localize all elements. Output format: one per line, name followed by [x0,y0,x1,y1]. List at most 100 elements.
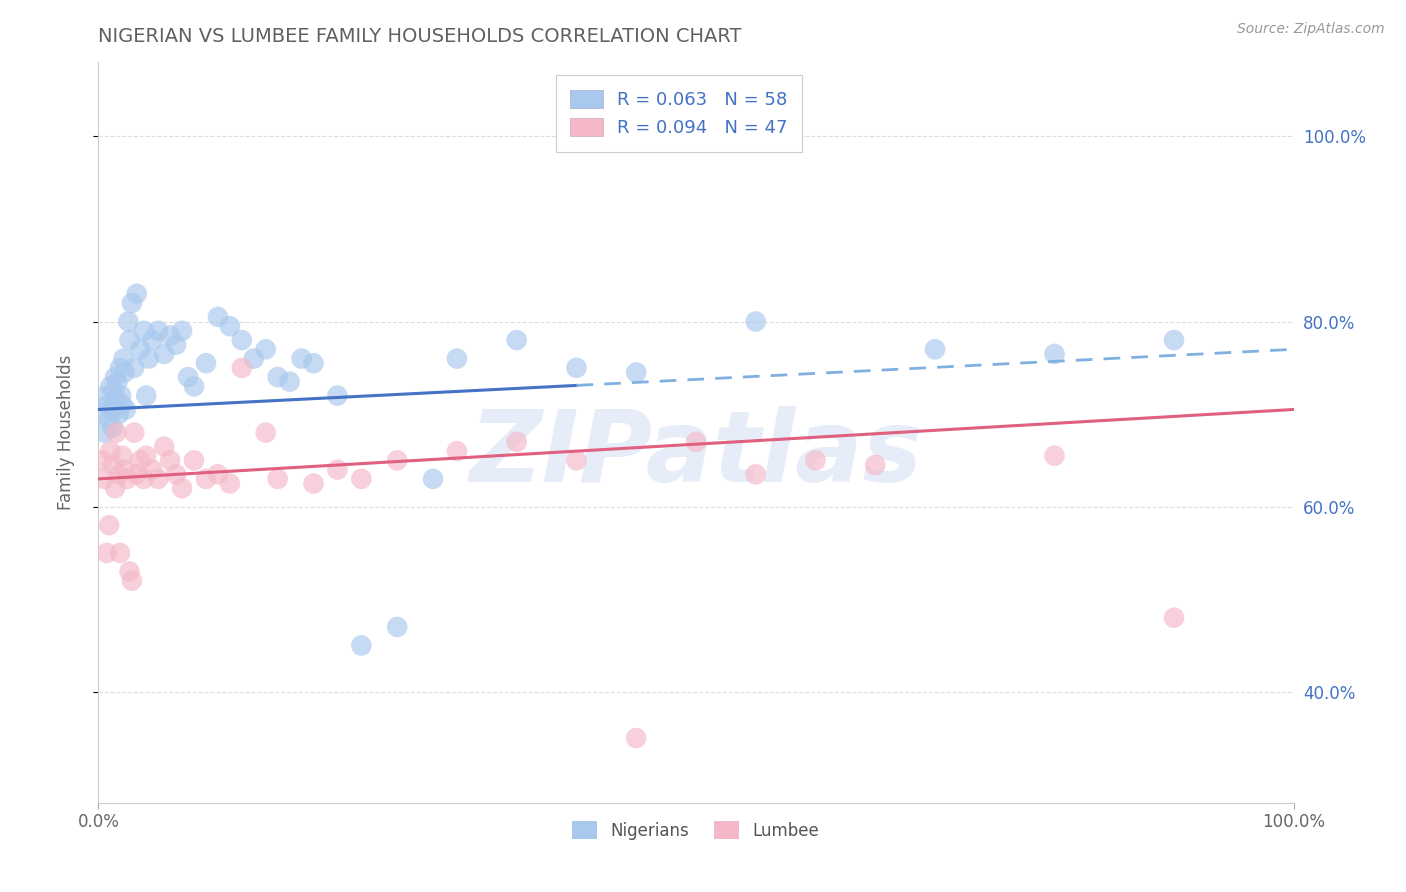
Legend: Nigerians, Lumbee: Nigerians, Lumbee [565,814,827,847]
Point [153,440,176,454]
Point [177,370,200,384]
Point [115,402,138,417]
Point [446,351,468,366]
Point [302,476,325,491]
Point [278,375,301,389]
Point [129,343,152,357]
Point [132,472,155,486]
Point [165,337,187,351]
Point [1043,449,1066,463]
Point [117,315,139,329]
Point [114,366,136,380]
Text: Source: ZipAtlas.com: Source: ZipAtlas.com [1237,22,1385,37]
Point [231,360,253,375]
Point [183,379,205,393]
Point [1163,333,1185,347]
Point [350,639,373,653]
Point [159,453,181,467]
Point [326,462,349,476]
Point [350,472,373,486]
Point [105,425,128,440]
Point [207,467,229,482]
Point [302,356,325,370]
Point [165,467,187,482]
Point [107,467,129,482]
Point [195,356,218,370]
Point [219,319,242,334]
Point [107,375,129,389]
Point [172,481,194,495]
Point [101,421,124,435]
Point [385,620,409,634]
Point [172,324,194,338]
Point [626,731,648,745]
Point [195,472,218,486]
Point [446,444,468,458]
Point [243,351,266,366]
Point [422,472,444,486]
Point [183,453,205,467]
Point [565,453,588,467]
Point [103,384,125,398]
Point [254,425,277,440]
Point [121,574,143,588]
Point [745,467,768,482]
Point [231,333,253,347]
Point [98,411,121,425]
Point [506,333,529,347]
Point [565,360,588,375]
Point [104,481,127,495]
Point [132,324,155,338]
Point [93,472,115,486]
Point [91,407,114,421]
Point [108,360,131,375]
Point [110,388,132,402]
Point [100,402,122,417]
Point [96,546,118,560]
Point [98,379,122,393]
Point [804,453,827,467]
Point [118,333,141,347]
Point [125,286,148,301]
Point [865,458,887,472]
Point [97,398,120,412]
Point [121,296,143,310]
Point [93,425,115,440]
Point [124,425,146,440]
Point [135,449,157,463]
Point [98,444,122,458]
Point [107,407,129,421]
Point [1163,610,1185,624]
Point [219,476,242,491]
Point [159,328,181,343]
Point [207,310,229,324]
Point [135,388,157,402]
Point [138,351,160,366]
Point [141,333,163,347]
Point [118,565,141,579]
Point [111,398,134,412]
Point [148,324,170,338]
Point [385,453,409,467]
Point [125,467,148,482]
Point [626,366,648,380]
Point [141,462,163,476]
Point [115,472,138,486]
Point [924,343,946,357]
Point [101,458,124,472]
Point [114,462,136,476]
Point [685,434,707,449]
Point [98,518,121,533]
Point [1043,347,1066,361]
Text: ZIPatlas: ZIPatlas [470,407,922,503]
Point [112,351,135,366]
Point [124,360,146,375]
Point [267,370,290,384]
Point [104,370,127,384]
Point [91,453,114,467]
Text: NIGERIAN VS LUMBEE FAMILY HOUSEHOLDS CORRELATION CHART: NIGERIAN VS LUMBEE FAMILY HOUSEHOLDS COR… [98,27,742,45]
Point [105,393,128,408]
Point [291,351,314,366]
Point [153,347,176,361]
Point [108,546,131,560]
